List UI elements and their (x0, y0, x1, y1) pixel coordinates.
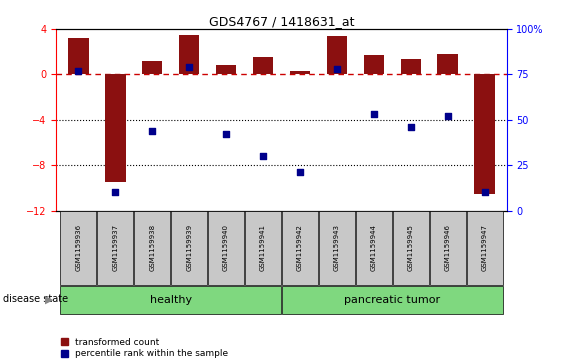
Bar (97, 211, 133, 285)
Text: GSM1159945: GSM1159945 (408, 224, 414, 271)
Bar (290, 71, 310, 74)
Text: GSM1159941: GSM1159941 (260, 224, 266, 271)
Text: GSM1159944: GSM1159944 (371, 224, 377, 271)
Text: GSM1159936: GSM1159936 (75, 224, 82, 271)
Point (111, 189, 120, 195)
Legend: transformed count, percentile rank within the sample: transformed count, percentile rank withi… (61, 338, 229, 359)
Text: ▶: ▶ (45, 294, 53, 305)
Bar (134, 211, 171, 285)
Text: pancreatic tumor: pancreatic tumor (344, 295, 440, 305)
Bar (282, 286, 503, 314)
Bar (105, 74, 126, 182)
Bar (319, 211, 355, 285)
Point (185, 64, 194, 70)
Text: GSM1159946: GSM1159946 (445, 224, 450, 271)
Bar (467, 211, 503, 285)
Text: GSM1159937: GSM1159937 (113, 224, 118, 271)
Bar (356, 211, 392, 285)
Point (296, 170, 305, 175)
Bar (245, 211, 281, 285)
Bar (437, 54, 458, 74)
Bar (400, 58, 421, 74)
Bar (364, 55, 384, 74)
Bar (430, 211, 466, 285)
Point (369, 111, 378, 117)
Point (258, 153, 267, 159)
Point (74, 68, 83, 74)
Bar (171, 211, 207, 285)
Bar (142, 61, 163, 74)
Text: GSM1159940: GSM1159940 (223, 224, 229, 271)
Text: GSM1159939: GSM1159939 (186, 224, 192, 271)
Bar (208, 211, 244, 285)
Text: GSM1159947: GSM1159947 (481, 224, 488, 271)
Text: disease state: disease state (3, 294, 68, 305)
Title: GDS4767 / 1418631_at: GDS4767 / 1418631_at (209, 15, 354, 28)
Bar (68, 38, 88, 74)
Text: healthy: healthy (150, 295, 192, 305)
Bar (282, 211, 318, 285)
Point (443, 113, 452, 119)
Point (480, 189, 489, 195)
Bar (392, 211, 429, 285)
Bar (475, 74, 495, 193)
Text: GSM1159942: GSM1159942 (297, 224, 303, 271)
Bar (216, 65, 236, 74)
Point (406, 124, 415, 130)
Bar (179, 35, 199, 74)
Bar (60, 211, 96, 285)
Bar (327, 36, 347, 74)
Bar (60, 286, 281, 314)
Point (222, 131, 231, 137)
Point (148, 128, 157, 134)
Text: GSM1159938: GSM1159938 (149, 224, 155, 271)
Text: GSM1159943: GSM1159943 (334, 224, 340, 271)
Bar (253, 57, 273, 74)
Point (332, 66, 341, 72)
